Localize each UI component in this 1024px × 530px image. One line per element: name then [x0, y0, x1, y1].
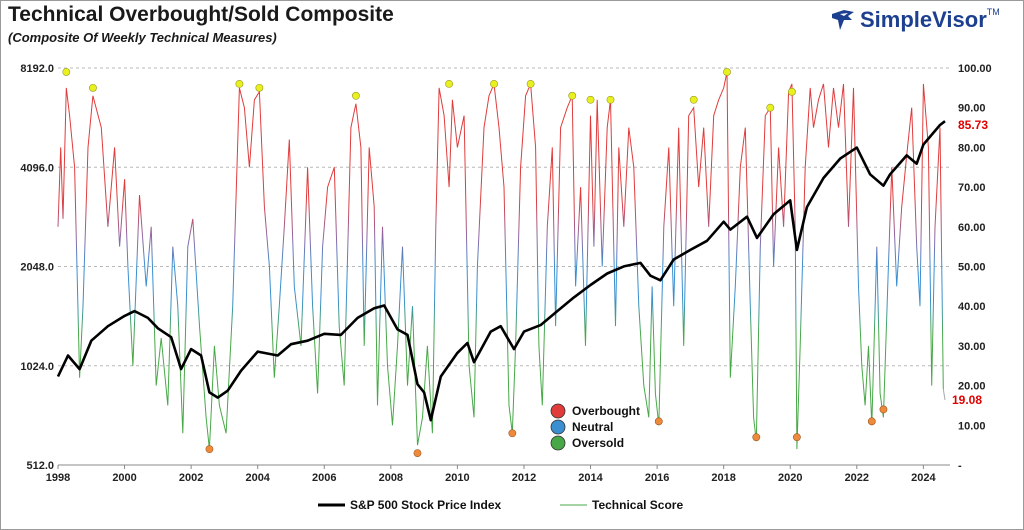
- right-tick-label: 40.00: [958, 301, 986, 313]
- overbought-peak-marker: [445, 79, 453, 88]
- chart-subtitle: (Composite Of Weekly Technical Measures): [8, 30, 277, 45]
- left-tick-label: 512.0: [26, 460, 54, 472]
- right-tick-label: 30.00: [958, 341, 986, 353]
- technical-score-value-label: 19.08: [952, 393, 982, 407]
- x-tick-label: 2016: [645, 472, 669, 484]
- oversold-trough-marker: [879, 405, 888, 414]
- neutral-legend-icon: [550, 419, 566, 435]
- x-tick-label: 2000: [112, 472, 136, 484]
- x-tick-label: 2010: [445, 472, 469, 484]
- price-legend-label: S&P 500 Stock Price Index: [350, 498, 502, 512]
- left-tick-label: 1024.0: [20, 361, 54, 373]
- chart-title: Technical Overbought/Sold Composite: [8, 3, 394, 26]
- right-tick-label: -: [958, 460, 962, 472]
- x-tick-label: 2006: [312, 472, 336, 484]
- left-tick-label: 8192.0: [20, 63, 54, 75]
- overbought-peak-marker: [351, 91, 360, 100]
- grid-lines: [58, 67, 950, 466]
- right-tick-label: 50.00: [958, 262, 986, 274]
- score-legend-label: Technical Score: [592, 498, 683, 512]
- score-label-leader: [942, 389, 946, 401]
- overbought-peak-marker: [89, 83, 97, 92]
- overbought-legend-label: Overbought: [572, 404, 640, 418]
- oversold-legend-label: Oversold: [572, 436, 624, 450]
- x-tick-label: 2008: [379, 472, 403, 484]
- overbought-peak-marker: [606, 95, 615, 104]
- overbought-peak-marker: [255, 83, 264, 92]
- right-tick-label: 100.00: [958, 63, 992, 75]
- overbought-peak-marker: [526, 79, 535, 88]
- x-tick-label: 2014: [578, 472, 603, 484]
- overbought-legend-icon: [550, 403, 566, 419]
- x-tick-label: 2004: [245, 472, 270, 484]
- overbought-peak-marker: [788, 87, 796, 96]
- overbought-peak-marker: [723, 68, 731, 76]
- right-tick-label: 80.00: [958, 142, 986, 154]
- x-tick-label: 2018: [711, 472, 735, 484]
- right-tick-label: 60.00: [958, 222, 986, 234]
- oversold-trough-marker: [205, 445, 214, 454]
- oversold-trough-marker: [508, 429, 517, 438]
- oversold-trough-marker: [654, 417, 663, 426]
- brand-trademark: TM: [986, 7, 1000, 17]
- overbought-peak-marker: [235, 79, 244, 88]
- oversold-trough-marker: [752, 433, 761, 442]
- brand-name: SimpleVisor: [860, 7, 987, 32]
- overbought-peak-marker: [586, 95, 595, 104]
- neutral-legend-label: Neutral: [572, 420, 613, 434]
- bottom-legend: S&P 500 Stock Price Index Technical Scor…: [318, 498, 683, 512]
- left-tick-label: 2048.0: [20, 262, 54, 274]
- x-tick-label: 2002: [179, 472, 203, 484]
- price-score-value-label: 85.73: [958, 118, 988, 132]
- right-tick-label: 70.00: [958, 182, 986, 194]
- left-tick-label: 4096.0: [20, 162, 54, 174]
- overbought-peak-marker: [490, 79, 498, 88]
- oversold-legend-icon: [550, 435, 566, 451]
- overbought-peak-marker: [766, 103, 775, 112]
- oversold-trough-marker: [413, 449, 422, 457]
- right-tick-label: 20.00: [958, 381, 986, 393]
- left-axis: 512.0 1024.0 2048.0 4096.0 8192.0: [20, 63, 54, 472]
- annotation-layer: 19.08 85.73: [942, 118, 988, 407]
- x-tick-label: 2024: [911, 472, 936, 484]
- overbought-peak-marker: [689, 95, 698, 104]
- marker-layer: [62, 68, 888, 457]
- x-tick-label: 2020: [778, 472, 802, 484]
- oversold-trough-marker: [792, 433, 801, 442]
- sp500-price-line: [56, 120, 946, 422]
- right-tick-label: 10.00: [958, 420, 986, 432]
- zone-legend: Overbought Neutral Oversold: [550, 403, 640, 451]
- right-axis: 100.00 90.00 80.00 70.00 60.00 50.00 40.00 30.0…: [958, 63, 992, 472]
- right-tick-label: 90.00: [958, 103, 986, 115]
- technical-score-line: [57, 71, 944, 450]
- eagle-logo-icon: [832, 10, 854, 30]
- oversold-trough-marker: [867, 417, 876, 426]
- overbought-peak-marker: [62, 68, 71, 76]
- x-axis: 1998 2000 2002 2004 2006 2008 2010 2012 2014 2016…: [46, 464, 950, 484]
- x-tick-label: 2022: [845, 472, 869, 484]
- x-tick-label: 2012: [512, 472, 536, 484]
- x-tick-label: 1998: [46, 472, 70, 484]
- brand-logo: SimpleVisor TM: [830, 5, 1000, 35]
- overbought-peak-marker: [568, 91, 577, 100]
